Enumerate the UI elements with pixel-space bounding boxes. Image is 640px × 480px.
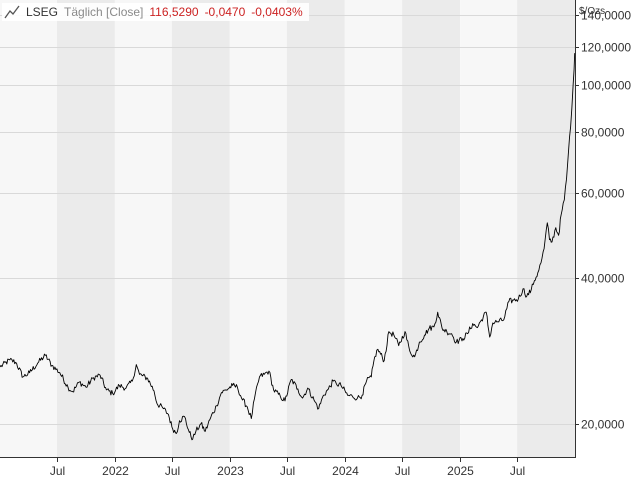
background-band: [171, 0, 230, 458]
line-chart-icon[interactable]: [4, 5, 20, 19]
x-tick-label: Jul: [395, 464, 410, 478]
y-axis-ticks: 20,0000 40,0000 60,0000 80,0000 100,0000 120,…: [575, 9, 631, 432]
y-tick-label: 60,0000: [581, 187, 625, 201]
background-band: [286, 0, 345, 458]
chart-type-label: Täglich [Close]: [64, 5, 144, 19]
x-tick-label: Jul: [165, 464, 180, 478]
x-tick-label: 2022: [102, 464, 129, 478]
price-change: -0,0470: [204, 5, 246, 19]
x-tick-label: 2023: [217, 464, 244, 478]
background-band: [460, 0, 518, 458]
x-tick-label: Jul: [280, 464, 295, 478]
y-axis-unit-label: $/Ozs: [579, 6, 605, 17]
x-tick-label: Jul: [50, 464, 65, 478]
last-price: 116,5290: [149, 5, 199, 19]
y-tick-label: 80,0000: [581, 126, 625, 140]
x-tick-label: 2024: [332, 464, 359, 478]
horizontal-grid: [0, 15, 575, 425]
y-tick-label: 140,0000: [581, 9, 631, 23]
background-band: [0, 0, 57, 458]
background-band: [402, 0, 460, 458]
price-line: [0, 53, 576, 441]
y-tick-label: 20,0000: [581, 418, 625, 432]
series-group: [0, 53, 576, 441]
y-tick-label: 100,0000: [581, 79, 631, 93]
axes: [0, 0, 576, 458]
background-band: [57, 0, 115, 458]
x-tick-label: 2025: [447, 464, 474, 478]
price-change-percent: -0,0403%: [251, 5, 303, 19]
instrument-symbol: LSEG: [26, 5, 59, 19]
x-tick-label: Jul: [510, 464, 525, 478]
background-band: [114, 0, 172, 458]
y-tick-label: 40,0000: [581, 272, 625, 286]
x-axis-ticks: Jul 2022 Jul 2023 Jul 2024 Jul 2025 Jul: [50, 458, 525, 478]
background-band: [344, 0, 403, 458]
y-tick-label: 120,0000: [581, 41, 631, 55]
time-bands: [0, 0, 575, 458]
background-band: [229, 0, 287, 458]
chart-header: LSEG Täglich [Close] 116,5290 -0,0470 -0…: [2, 3, 309, 21]
